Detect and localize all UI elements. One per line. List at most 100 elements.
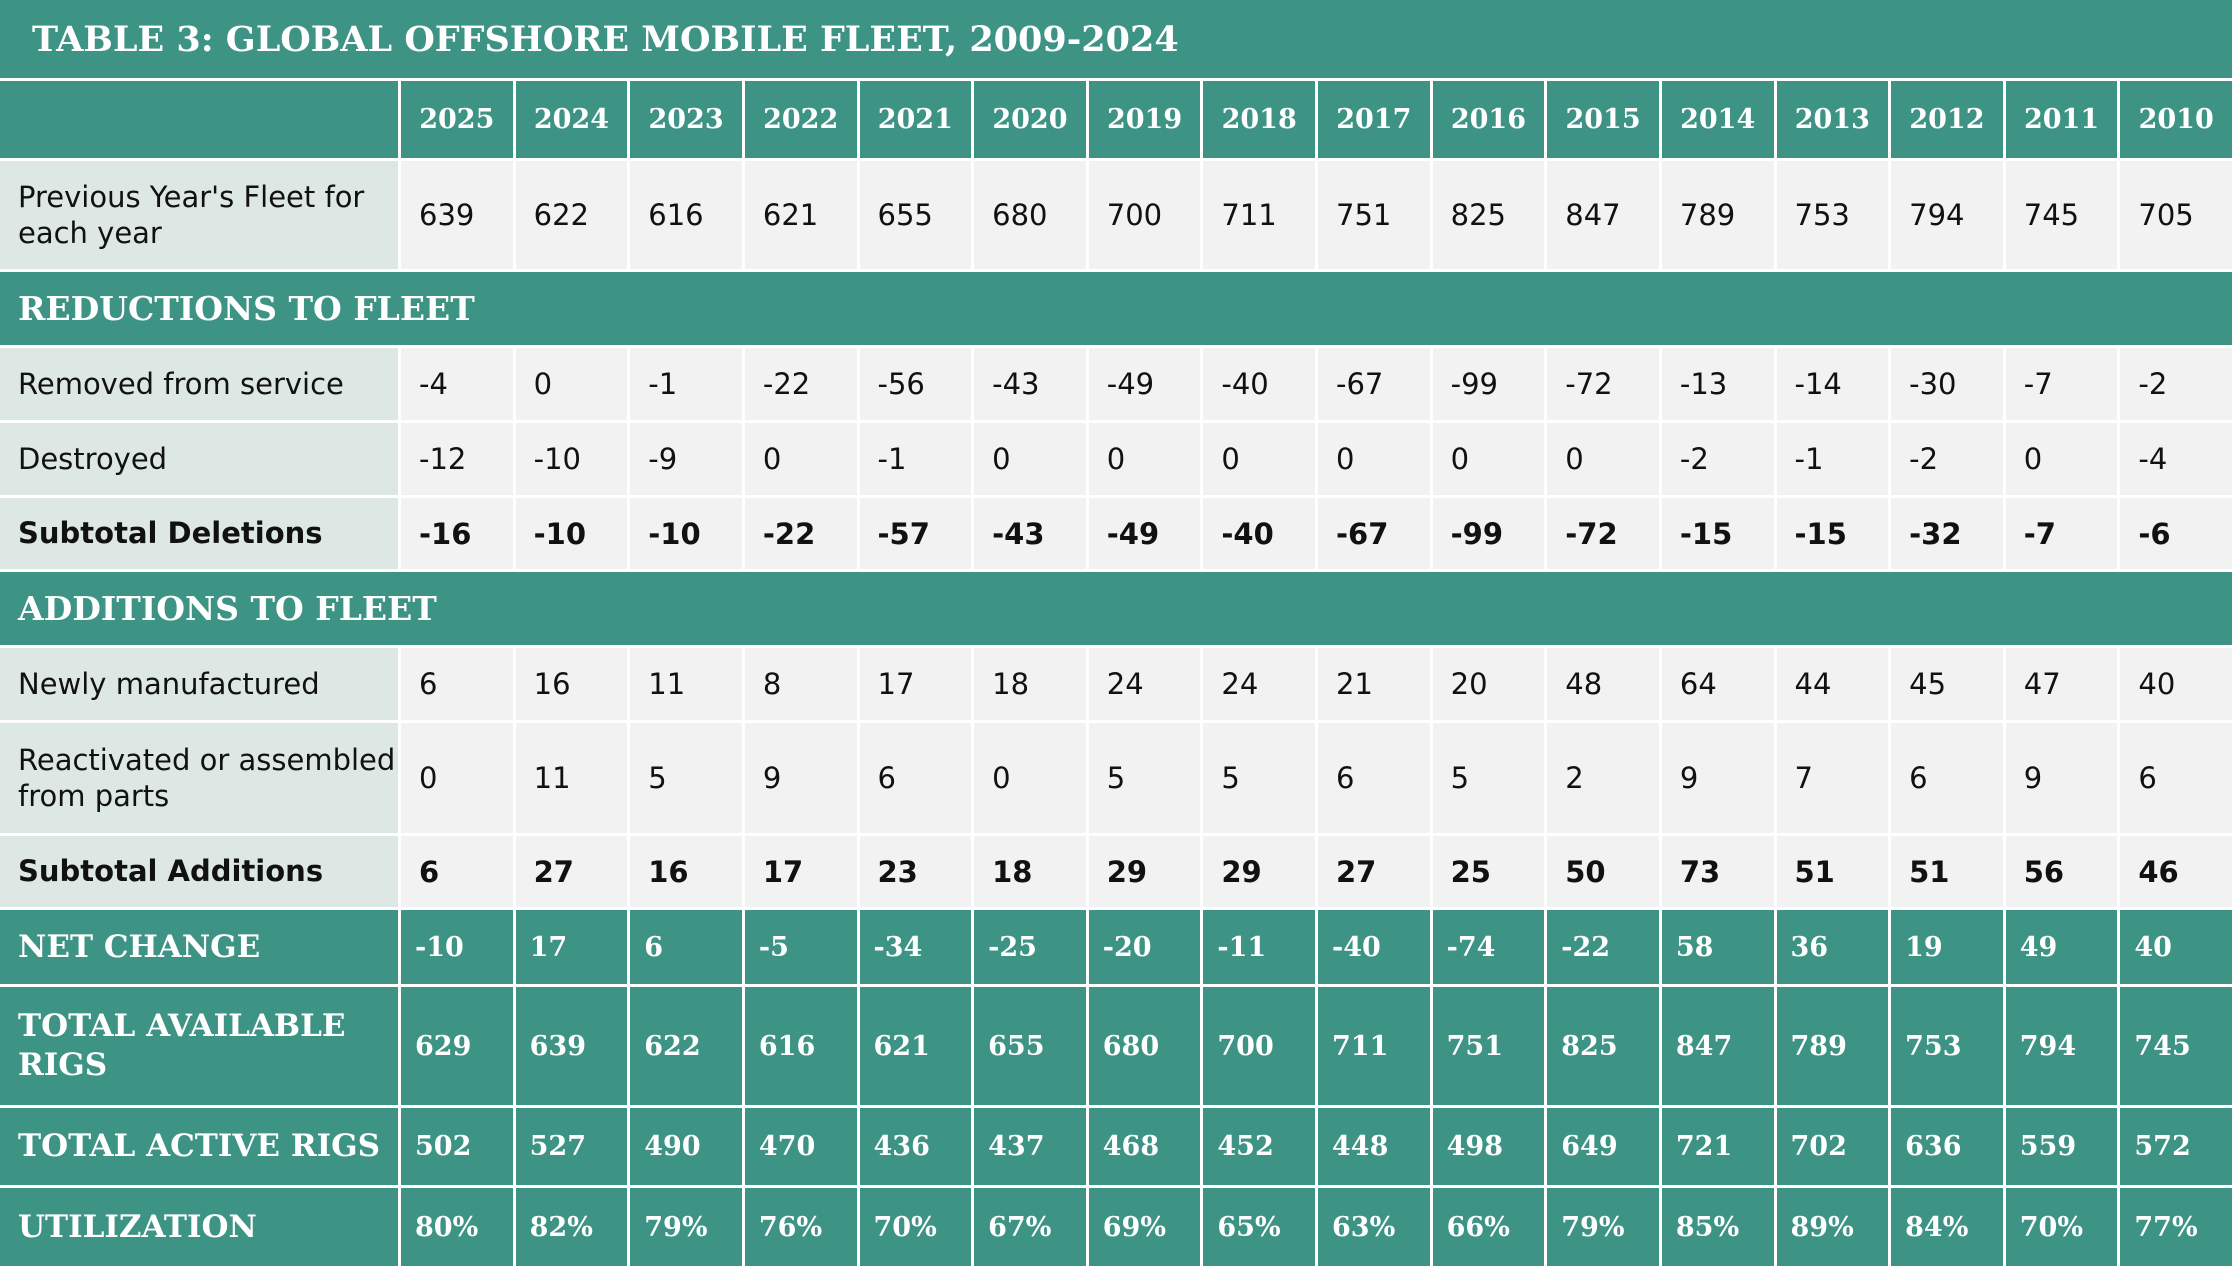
total-value: 616 xyxy=(744,987,857,1105)
section-row: REDUCTIONS TO FLEET xyxy=(0,272,2232,345)
cell-value: 616 xyxy=(630,161,742,269)
total-value: 79% xyxy=(1547,1188,1659,1266)
total-value: 36 xyxy=(1776,910,1889,984)
total-label: NET CHANGE xyxy=(0,910,398,984)
cell-value: -99 xyxy=(1432,498,1545,569)
column-header: 2010 xyxy=(2120,81,2232,158)
cell-value: 20 xyxy=(1432,648,1545,720)
cell-value: 9 xyxy=(1661,723,1774,833)
total-value: 559 xyxy=(2005,1108,2118,1185)
cell-value: 6 xyxy=(1318,723,1430,833)
data-row: Previous Year's Fleet for each year 639 62… xyxy=(0,161,2232,269)
cell-value: -2 xyxy=(2120,348,2232,420)
cell-value: -16 xyxy=(401,498,513,569)
cell-value: 46 xyxy=(2120,836,2232,907)
total-row: TOTAL AVAILABLE RIGS 629 639 622 616 621 655 68… xyxy=(0,987,2232,1105)
total-value: -10 xyxy=(401,910,513,984)
total-value: -74 xyxy=(1432,910,1545,984)
column-header: 2012 xyxy=(1891,81,2003,158)
total-value: 751 xyxy=(1432,987,1545,1105)
cell-value: -1 xyxy=(630,348,742,420)
total-value: 527 xyxy=(515,1108,628,1185)
column-header: 2013 xyxy=(1776,81,1889,158)
total-value: -5 xyxy=(744,910,857,984)
cell-value: 6 xyxy=(859,723,972,833)
table-title: TABLE 3: GLOBAL OFFSHORE MOBILE FLEET, 2… xyxy=(0,0,2232,78)
data-row: Reactivated or assembled from parts 0 11 5 9… xyxy=(0,723,2232,833)
cell-value: -72 xyxy=(1547,498,1659,569)
cell-value: 51 xyxy=(1891,836,2003,907)
column-header: 2015 xyxy=(1547,81,1659,158)
total-value: 498 xyxy=(1432,1108,1545,1185)
cell-value: 0 xyxy=(401,723,513,833)
cell-value: -10 xyxy=(515,498,628,569)
cell-value: 18 xyxy=(974,836,1086,907)
total-value: 649 xyxy=(1547,1108,1659,1185)
cell-value: -15 xyxy=(1661,498,1774,569)
cell-value: 9 xyxy=(744,723,857,833)
column-header: 2024 xyxy=(515,81,628,158)
total-value: 490 xyxy=(630,1108,742,1185)
total-value: 76% xyxy=(744,1188,857,1266)
cell-value: -4 xyxy=(401,348,513,420)
cell-value: -10 xyxy=(630,498,742,569)
cell-value: -1 xyxy=(1776,423,1889,495)
cell-value: -15 xyxy=(1776,498,1889,569)
cell-value: -67 xyxy=(1318,498,1430,569)
cell-value: -43 xyxy=(974,498,1086,569)
total-value: 655 xyxy=(974,987,1086,1105)
column-header: 2020 xyxy=(974,81,1086,158)
cell-value: 29 xyxy=(1088,836,1201,907)
total-value: -40 xyxy=(1318,910,1430,984)
total-value: 63% xyxy=(1318,1188,1430,1266)
total-value: 700 xyxy=(1203,987,1315,1105)
column-header: 2022 xyxy=(744,81,857,158)
data-row: Subtotal Deletions -16 -10 -10 -22 -57 -43 -49-… xyxy=(0,498,2232,569)
cell-value: 45 xyxy=(1891,648,2003,720)
total-value: 452 xyxy=(1203,1108,1315,1185)
total-value: 49 xyxy=(2005,910,2118,984)
total-row: UTILIZATION 80% 82% 79% 76% 70% 67% 69% 65% 63% 66… xyxy=(0,1188,2232,1266)
cell-value: 64 xyxy=(1661,648,1774,720)
cell-value: 5 xyxy=(1088,723,1201,833)
cell-value: 0 xyxy=(1088,423,1201,495)
cell-value: 789 xyxy=(1661,161,1774,269)
column-header: 2023 xyxy=(630,81,742,158)
cell-value: 847 xyxy=(1547,161,1659,269)
column-header: 2019 xyxy=(1088,81,1201,158)
cell-value: 21 xyxy=(1318,648,1430,720)
total-value: 80% xyxy=(401,1188,513,1266)
cell-value: -7 xyxy=(2005,348,2118,420)
total-value: 629 xyxy=(401,987,513,1105)
total-value: 82% xyxy=(515,1188,628,1266)
cell-value: 17 xyxy=(859,648,972,720)
total-label: TOTAL ACTIVE RIGS xyxy=(0,1108,398,1185)
total-value: 753 xyxy=(1891,987,2003,1105)
cell-value: 50 xyxy=(1547,836,1659,907)
total-value: 40 xyxy=(2120,910,2232,984)
total-value: 77% xyxy=(2120,1188,2232,1266)
cell-value: 51 xyxy=(1776,836,1889,907)
cell-value: 621 xyxy=(744,161,857,269)
cell-value: 825 xyxy=(1432,161,1545,269)
total-value: 85% xyxy=(1661,1188,1774,1266)
total-label: UTILIZATION xyxy=(0,1188,398,1266)
total-value: 847 xyxy=(1661,987,1774,1105)
data-row: Subtotal Additions 6 27 16 17 23 18 29 29 27 25 50 7… xyxy=(0,836,2232,907)
total-value: 639 xyxy=(515,987,628,1105)
cell-value: 0 xyxy=(515,348,628,420)
total-value: 6 xyxy=(630,910,742,984)
total-value: 794 xyxy=(2005,987,2118,1105)
total-value: 711 xyxy=(1318,987,1430,1105)
column-header: 2011 xyxy=(2005,81,2118,158)
total-value: 84% xyxy=(1891,1188,2003,1266)
cell-value: -1 xyxy=(859,423,972,495)
cell-value: 751 xyxy=(1318,161,1430,269)
total-value: 502 xyxy=(401,1108,513,1185)
cell-value: 5 xyxy=(630,723,742,833)
cell-value: -99 xyxy=(1432,348,1545,420)
total-value: 58 xyxy=(1661,910,1774,984)
cell-value: 56 xyxy=(2005,836,2118,907)
data-row: Newly manufactured 6 16 11 8 17 18 24 24 21 20 48 64… xyxy=(0,648,2232,720)
